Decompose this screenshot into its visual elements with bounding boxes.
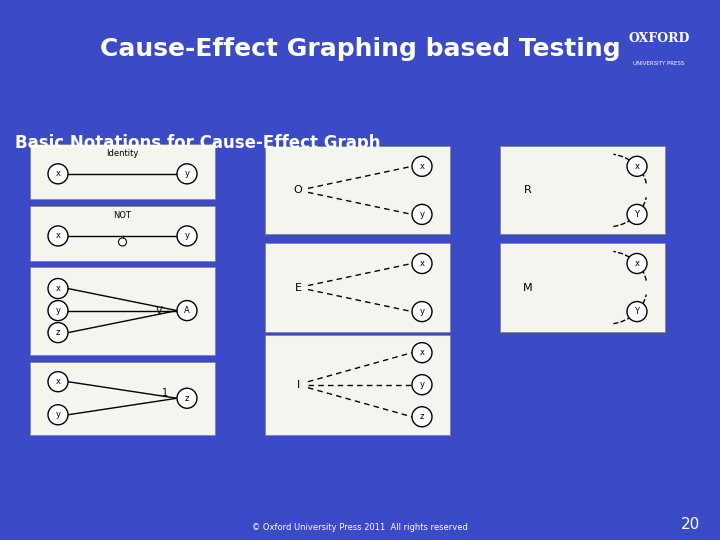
- Text: x: x: [55, 284, 60, 293]
- Circle shape: [412, 343, 432, 363]
- Text: Y: Y: [634, 210, 639, 219]
- Text: OXFORD: OXFORD: [628, 32, 690, 45]
- Text: x: x: [634, 259, 639, 268]
- Text: UNIVERSITY PRESS: UNIVERSITY PRESS: [633, 60, 685, 66]
- Circle shape: [177, 301, 197, 321]
- FancyBboxPatch shape: [265, 146, 450, 234]
- Text: I: I: [297, 380, 300, 390]
- FancyBboxPatch shape: [30, 206, 215, 261]
- Circle shape: [412, 253, 432, 274]
- Circle shape: [177, 388, 197, 408]
- Circle shape: [412, 301, 432, 322]
- Text: R: R: [524, 185, 532, 195]
- Text: O: O: [294, 185, 302, 195]
- FancyBboxPatch shape: [30, 267, 215, 355]
- Circle shape: [48, 405, 68, 425]
- Text: x: x: [55, 232, 60, 240]
- Circle shape: [48, 226, 68, 246]
- Circle shape: [627, 301, 647, 322]
- FancyBboxPatch shape: [30, 144, 215, 199]
- Circle shape: [412, 407, 432, 427]
- Circle shape: [119, 238, 127, 246]
- Text: M: M: [523, 282, 533, 293]
- Text: 20: 20: [680, 517, 700, 532]
- Circle shape: [48, 322, 68, 343]
- Text: y: y: [55, 306, 60, 315]
- Text: z: z: [56, 328, 60, 337]
- Text: NOT: NOT: [114, 211, 132, 220]
- Circle shape: [412, 375, 432, 395]
- Circle shape: [48, 279, 68, 299]
- Text: Cause-Effect Graphing based Testing: Cause-Effect Graphing based Testing: [99, 37, 621, 60]
- Text: z: z: [185, 394, 189, 403]
- Circle shape: [627, 205, 647, 225]
- Text: Basic Notations for Cause-Effect Graph: Basic Notations for Cause-Effect Graph: [15, 134, 380, 152]
- Text: z: z: [420, 412, 424, 421]
- Text: y: y: [420, 307, 425, 316]
- Circle shape: [412, 156, 432, 177]
- Text: y: y: [184, 232, 189, 240]
- Text: x: x: [55, 377, 60, 386]
- FancyBboxPatch shape: [30, 362, 215, 435]
- Text: y: y: [55, 410, 60, 419]
- Text: y: y: [420, 380, 425, 389]
- Circle shape: [627, 253, 647, 274]
- Text: y: y: [420, 210, 425, 219]
- FancyBboxPatch shape: [500, 146, 665, 234]
- Circle shape: [177, 164, 197, 184]
- Circle shape: [48, 372, 68, 392]
- Text: © Oxford University Press 2011  All rights reserved: © Oxford University Press 2011 All right…: [252, 523, 468, 532]
- Circle shape: [48, 164, 68, 184]
- Text: x: x: [55, 170, 60, 178]
- Text: x: x: [420, 348, 425, 357]
- Text: y: y: [184, 170, 189, 178]
- Text: V: V: [156, 306, 162, 315]
- Text: Y: Y: [634, 307, 639, 316]
- Circle shape: [177, 226, 197, 246]
- Circle shape: [412, 205, 432, 225]
- Circle shape: [627, 156, 647, 177]
- FancyBboxPatch shape: [265, 335, 450, 435]
- Text: E: E: [294, 282, 302, 293]
- FancyBboxPatch shape: [500, 244, 665, 332]
- Text: x: x: [634, 162, 639, 171]
- Text: x: x: [420, 259, 425, 268]
- Text: Identity: Identity: [107, 149, 139, 158]
- Text: A: A: [184, 306, 190, 315]
- Text: 1: 1: [162, 388, 168, 398]
- Circle shape: [48, 301, 68, 321]
- FancyBboxPatch shape: [265, 244, 450, 332]
- Text: x: x: [420, 162, 425, 171]
